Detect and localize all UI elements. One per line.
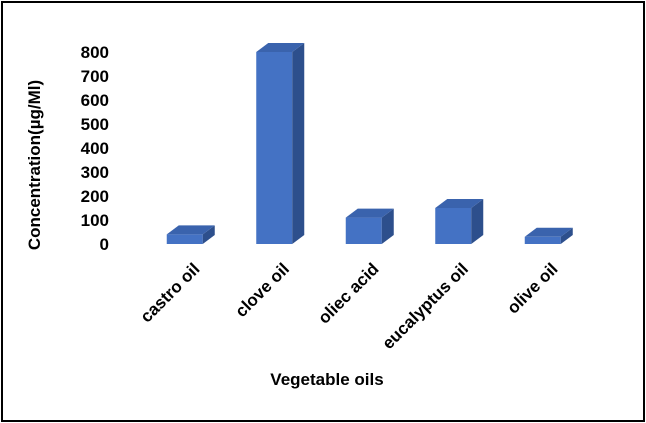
bar-top xyxy=(256,43,305,52)
bar-top xyxy=(524,227,573,237)
y-tick-label: 200 xyxy=(81,187,109,206)
bar-side xyxy=(471,199,484,244)
y-tick-label: 100 xyxy=(81,211,109,230)
bars xyxy=(166,43,573,244)
bar-front xyxy=(166,234,203,244)
bar-side xyxy=(560,227,573,244)
x-tick-label: olive oil xyxy=(503,259,561,317)
bar-front xyxy=(256,52,293,244)
bar-front xyxy=(435,208,472,244)
y-axis-ticks: 0 100 200 300 400 500 600 700 800 xyxy=(81,43,109,254)
y-axis-title: Concentration(µg/Ml) xyxy=(25,80,44,250)
bar xyxy=(166,225,215,244)
x-axis-title: Vegetable oils xyxy=(270,370,383,389)
y-tick-label: 400 xyxy=(81,139,109,158)
bar xyxy=(435,199,484,244)
y-tick-label: 700 xyxy=(81,67,109,86)
y-tick-label: 600 xyxy=(81,91,109,110)
bar-top xyxy=(166,225,215,235)
bar xyxy=(345,208,394,244)
bar-side xyxy=(381,208,394,244)
x-tick-label: castro oil xyxy=(137,259,204,326)
y-tick-label: 500 xyxy=(81,115,109,134)
y-tick-label: 0 xyxy=(100,235,109,254)
bar-front xyxy=(524,236,561,244)
y-tick-label: 800 xyxy=(81,43,109,62)
x-tick-label: eucalyptus oil xyxy=(378,259,472,353)
y-tick-label: 300 xyxy=(81,163,109,182)
x-tick-label: clove oil xyxy=(232,259,294,321)
bar-front xyxy=(345,217,382,244)
bar-side xyxy=(202,225,215,244)
bar xyxy=(256,43,305,244)
bar xyxy=(524,227,573,244)
bar-top xyxy=(345,208,394,218)
x-tick-label: oliec acid xyxy=(314,259,382,327)
x-axis-ticks: castro oil clove oil oliec acideucalyptus … xyxy=(137,259,562,353)
bar-side xyxy=(292,43,305,244)
bar-top xyxy=(435,199,484,208)
